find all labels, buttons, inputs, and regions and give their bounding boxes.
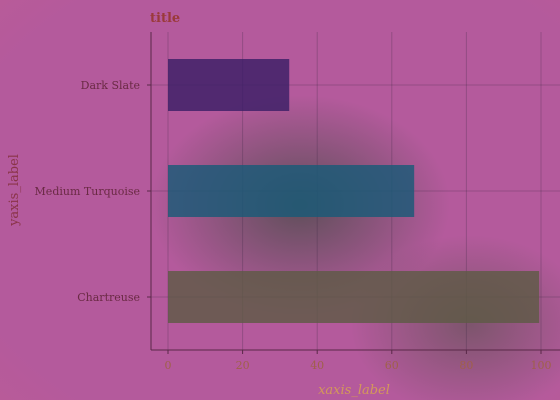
x-tick-label: 100 xyxy=(531,359,552,372)
y-axis-label: yaxis_label xyxy=(7,154,22,227)
y-tick-label: Dark Slate xyxy=(81,79,140,92)
bar-medium-turquoise xyxy=(168,165,415,217)
x-tick-label: 0 xyxy=(165,359,172,372)
x-axis-label: xaxis_label xyxy=(318,383,390,398)
x-tick-label: 80 xyxy=(459,359,473,372)
x-tick-label: 60 xyxy=(385,359,399,372)
y-tick-label: Chartreuse xyxy=(77,291,140,304)
x-tick-label: 20 xyxy=(236,359,250,372)
y-ticks: Dark Slate Medium Turquoise Chartreuse xyxy=(35,79,151,304)
y-tick-label: Medium Turquoise xyxy=(35,185,140,198)
bar-chartreuse xyxy=(168,271,540,323)
bar-dark-slate xyxy=(168,59,290,111)
bars xyxy=(168,59,540,323)
chart-title: title xyxy=(150,11,180,26)
x-ticks: 0 20 40 60 80 100 xyxy=(165,350,552,372)
x-tick-label: 40 xyxy=(310,359,324,372)
